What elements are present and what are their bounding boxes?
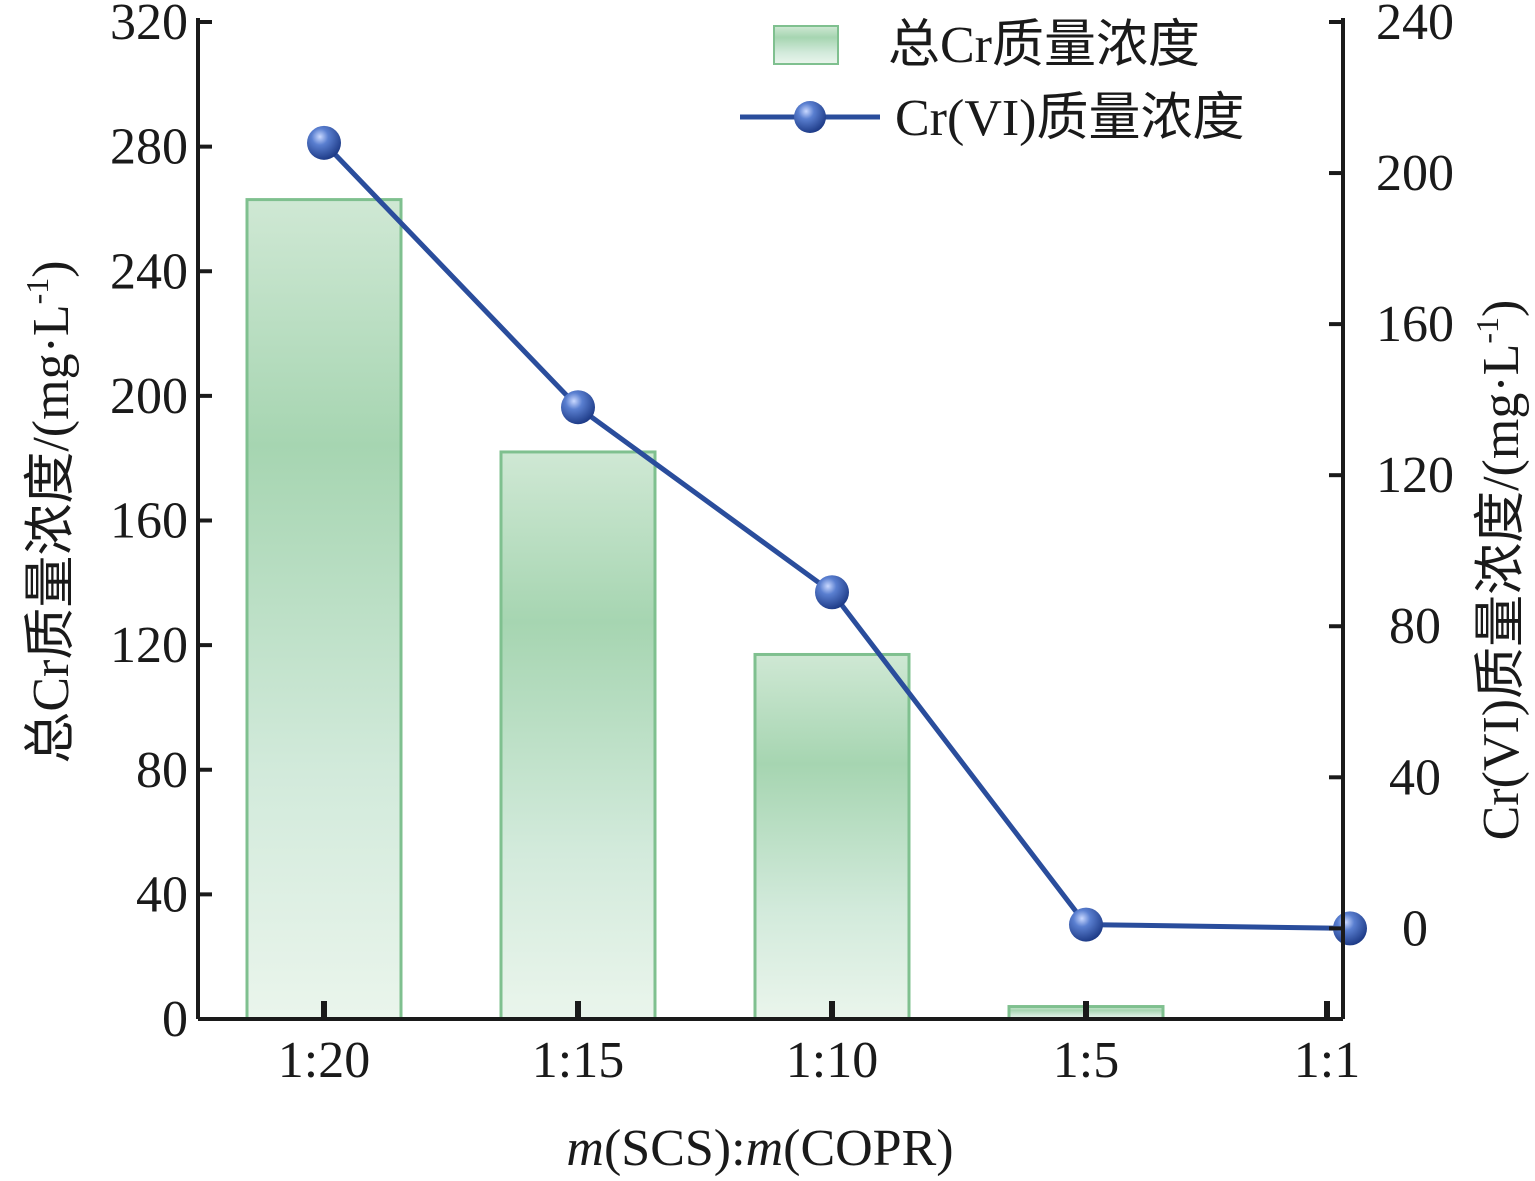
right-tick-label: 0: [1402, 900, 1428, 957]
left-tick-label: 80: [136, 742, 188, 799]
bar-1-15: [499, 450, 657, 1021]
left-tick-label: 120: [110, 617, 188, 674]
x-tick-label: 1:1: [1294, 1032, 1360, 1089]
x-axis: 1:20 1:15 1:10 1:5 1:1: [278, 1001, 1360, 1089]
right-tick-label: 240: [1376, 0, 1454, 51]
x-tick-label: 1:5: [1053, 1032, 1119, 1089]
bar-1-20: [245, 198, 403, 1021]
left-tick-label: 280: [110, 119, 188, 176]
left-tick-label: 160: [110, 493, 188, 550]
right-tick-label: 200: [1376, 145, 1454, 202]
x-tick-label: 1:10: [786, 1032, 878, 1089]
x-tick-label: 1:20: [278, 1032, 370, 1089]
right-tick-label: 160: [1376, 296, 1454, 353]
y-axis-right-title: Cr(VI)质量浓度/(mg·L-1): [1469, 300, 1530, 841]
left-tick-label: 320: [110, 0, 188, 51]
cr-vi-point-1-10: [815, 575, 849, 610]
cr-vi-point-1-5: [1069, 907, 1103, 942]
legend-label-cr-vi: Cr(VI)质量浓度: [895, 90, 1245, 147]
x-tick-label: 1:15: [532, 1032, 624, 1089]
right-tick-label: 40: [1389, 749, 1441, 806]
legend-marker: [794, 101, 826, 133]
cr-vi-point-1-15: [561, 390, 595, 425]
cr-vi-point-1-20: [307, 125, 341, 160]
right-tick-label: 120: [1376, 447, 1454, 504]
left-tick-label: 0: [162, 991, 188, 1048]
x-axis-title: m(SCS):m(COPR): [566, 1120, 953, 1177]
bar-series-total-cr: [245, 198, 1165, 1021]
y-axis-left-title: 总Cr质量浓度/(mg·L-1): [19, 260, 80, 763]
legend-bar-swatch: [773, 25, 839, 65]
legend-label-total-cr: 总Cr质量浓度: [888, 17, 1200, 74]
left-tick-label: 240: [110, 243, 188, 300]
right-y-axis: 0 40 80 120 160 200 240: [1329, 0, 1454, 957]
left-tick-label: 40: [136, 866, 188, 923]
legend: 总Cr质量浓度 Cr(VI)质量浓度: [740, 17, 1245, 147]
right-tick-label: 80: [1389, 598, 1441, 655]
left-tick-label: 200: [110, 368, 188, 425]
left-y-axis: 0 40 80 120 160 200 240 280 320: [110, 0, 212, 1048]
bar-1-10: [753, 652, 911, 1021]
